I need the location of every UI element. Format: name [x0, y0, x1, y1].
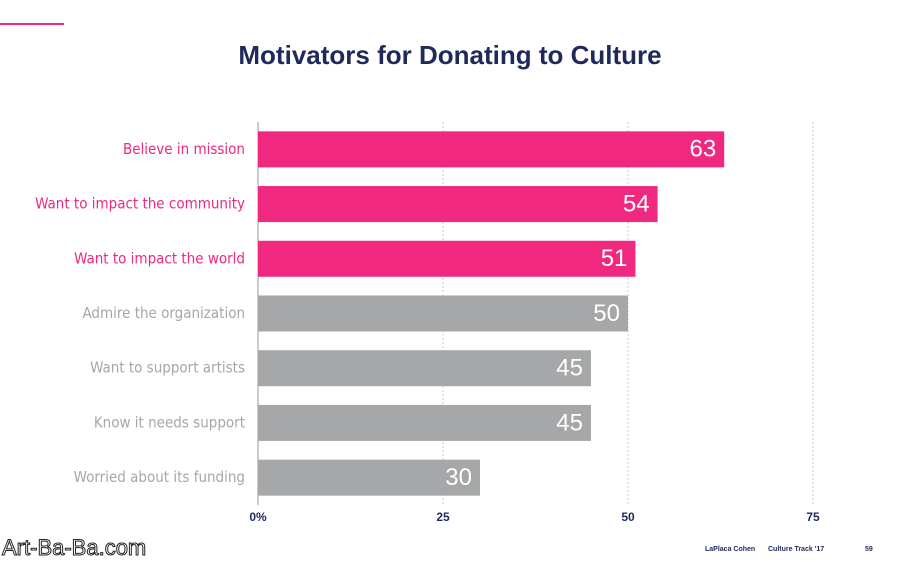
footer-brand: LaPlaca Cohen [705, 546, 755, 553]
value-label: 30 [445, 464, 472, 491]
chart-title: Motivators for Donating to Culture [238, 40, 661, 70]
footer-report: Culture Track '17 [768, 546, 824, 553]
value-label: 50 [593, 300, 620, 327]
bar [258, 186, 658, 223]
bar [258, 350, 591, 387]
y-tick-label: Know it needs support [94, 413, 245, 431]
y-tick-label: Worried about its funding [74, 468, 245, 486]
y-tick-label: Want to impact the community [35, 195, 245, 213]
bar [258, 459, 480, 496]
bar [258, 404, 591, 441]
watermark: Art-Ba-Ba.com [2, 535, 146, 560]
bar [258, 240, 636, 277]
y-tick-label: Admire the organization [82, 304, 245, 322]
x-tick-label: 0% [249, 510, 267, 524]
y-tick-label: Want to impact the world [74, 249, 245, 267]
y-tick-label: Believe in mission [123, 140, 245, 158]
value-label: 54 [623, 190, 650, 217]
footer-page: 59 [865, 546, 873, 553]
bar [258, 131, 725, 168]
value-label: 45 [556, 355, 583, 382]
x-tick-label: 25 [436, 510, 450, 524]
y-tick-label: Want to support artists [90, 359, 245, 377]
value-label: 63 [689, 136, 716, 163]
x-tick-label: 50 [621, 510, 635, 524]
x-tick-label: 75 [806, 510, 820, 524]
bar [258, 295, 628, 332]
value-label: 51 [601, 245, 628, 272]
value-label: 45 [556, 409, 583, 436]
